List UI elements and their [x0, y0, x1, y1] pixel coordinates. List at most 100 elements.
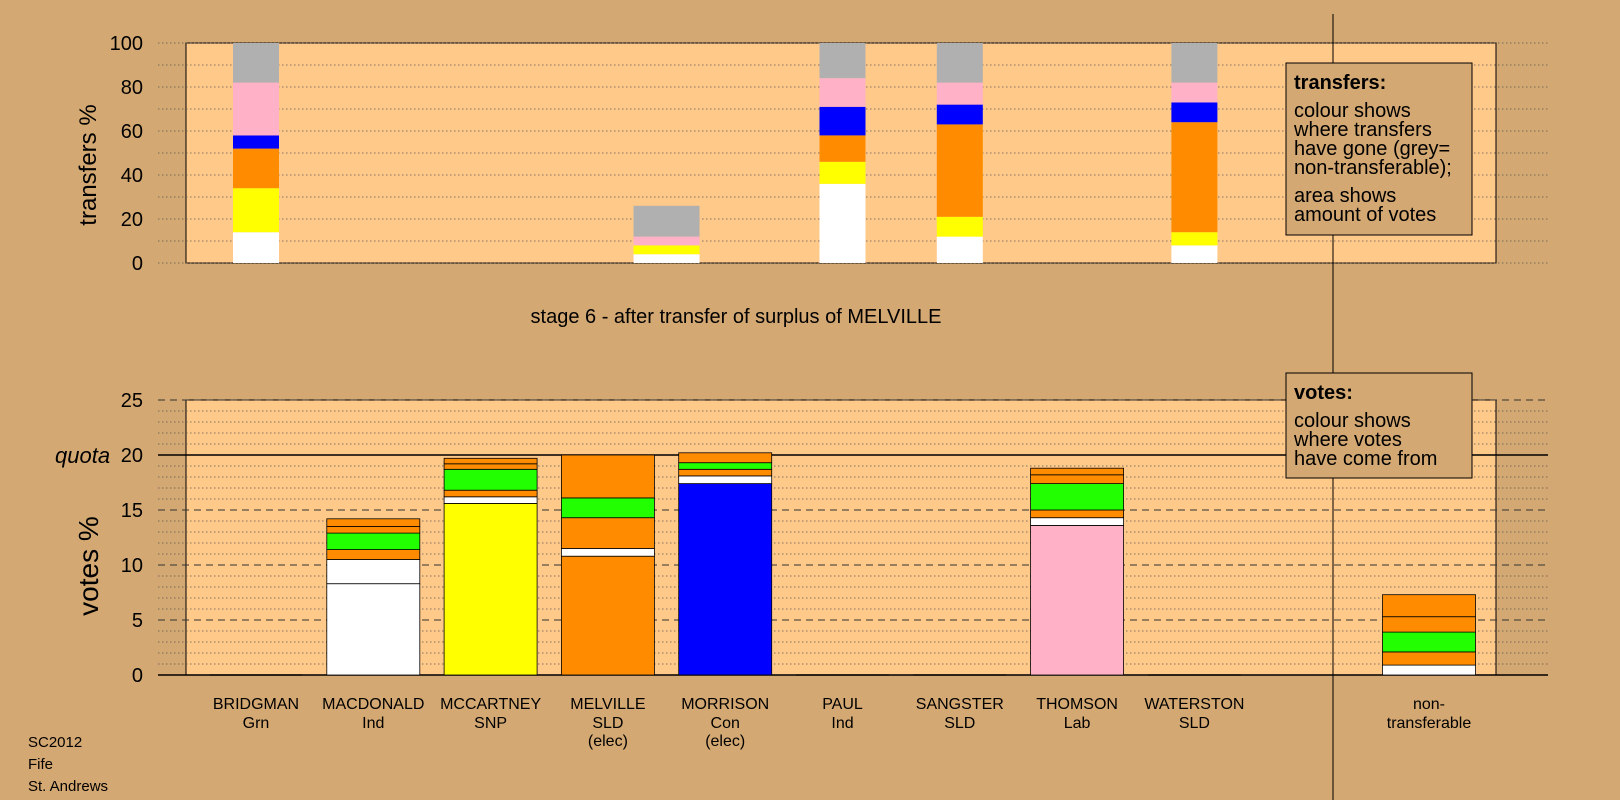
transfers-chart: 0 20 40 60 80 100 transfers %	[75, 33, 1548, 275]
votes-bar-segment	[326, 518, 421, 527]
candidate-note: (elec)	[588, 733, 628, 750]
candidate-name: MCCARTNEY	[440, 696, 541, 713]
transfers-tick-label: 40	[121, 165, 143, 187]
candidate-party: Lab	[1064, 715, 1091, 732]
transfers-bar-segment	[633, 236, 700, 246]
transfers-bar	[233, 43, 279, 263]
votes-bar-segment	[443, 496, 538, 504]
transfers-axis-label: transfers %	[75, 104, 102, 225]
votes-bar-segment	[561, 517, 655, 549]
transfers-bar-segment	[936, 43, 983, 83]
votes-bar-segment	[678, 483, 773, 676]
transfers-legend-text: amount of votes	[1294, 204, 1436, 226]
votes-bar	[326, 518, 421, 676]
candidate-party: Ind	[831, 715, 853, 732]
votes-axis-label: votes %	[73, 516, 104, 616]
transfers-bar-segment	[936, 82, 983, 105]
votes-bar-segment	[1382, 664, 1476, 676]
votes-bar-segment	[1030, 483, 1124, 511]
candidate-party: SLD	[1179, 715, 1210, 732]
candidate-name: PAUL	[822, 696, 863, 713]
transfers-bar	[1171, 43, 1218, 263]
candidate-name: THOMSON	[1036, 696, 1118, 713]
candidate-name: SANGSTER	[916, 696, 1004, 713]
votes-bar-segment	[326, 559, 421, 585]
transfers-bar-segment	[1171, 82, 1218, 103]
footer-line: Fife	[28, 756, 53, 773]
votes-bar-segment	[1382, 651, 1476, 666]
transfers-bar-segment	[819, 135, 866, 162]
candidate-name: BRIDGMAN	[213, 696, 299, 713]
candidate-name: MELVILLE	[570, 696, 645, 713]
votes-legend-text: colour shows	[1294, 410, 1411, 432]
transfers-tick-label: 80	[121, 77, 143, 99]
candidate-name: MACDONALD	[322, 696, 424, 713]
votes-tick-label: 5	[132, 610, 143, 632]
transfers-bar-segment	[233, 232, 279, 263]
votes-bar-segment	[678, 452, 773, 464]
votes-bar-segment	[1030, 517, 1124, 526]
footer-line: St. Andrews	[28, 778, 108, 795]
votes-bar-segment	[1030, 525, 1124, 676]
votes-bar-segment	[561, 497, 655, 519]
transfers-bar-segment	[936, 216, 983, 237]
transfers-tick-label: 100	[110, 33, 143, 55]
transfers-tick-label: 60	[121, 121, 143, 143]
transfers-bar-segment	[1171, 43, 1218, 83]
candidate-label: BRIDGMAN Grn	[213, 696, 299, 732]
votes-tick-label: 25	[121, 390, 143, 412]
transfers-bar-segment	[936, 124, 983, 217]
votes-bar-segment	[1382, 616, 1476, 633]
candidate-label: MCCARTNEY SNP	[440, 696, 541, 732]
candidate-name: MORRISON	[681, 696, 769, 713]
votes-legend-text: where votes	[1293, 429, 1402, 451]
candidate-label: THOMSON Lab	[1036, 696, 1118, 732]
transfers-bar-segment	[1171, 102, 1218, 123]
votes-legend-box	[1285, 372, 1473, 479]
candidate-party: Grn	[243, 715, 270, 732]
transfers-bar-segment	[233, 188, 279, 233]
votes-bar-segment	[1030, 474, 1124, 484]
votes-bar-segment	[678, 468, 773, 477]
transfers-bar-segment	[819, 43, 866, 79]
votes-bar-segment	[561, 454, 655, 499]
transfers-legend-text: non-transferable);	[1294, 157, 1452, 179]
transfers-bar-segment	[633, 254, 700, 263]
votes-bar-segment	[443, 463, 538, 470]
transfers-bar	[936, 43, 983, 263]
transfers-bar-segment	[233, 82, 279, 136]
transfers-bar-segment	[1171, 245, 1218, 263]
votes-legend-text: have come from	[1294, 448, 1437, 470]
transfers-bar-segment	[936, 236, 983, 263]
votes-legend-title: votes:	[1294, 382, 1353, 404]
transfers-bar-segment	[233, 148, 279, 189]
candidate-label: MORRISON Con(elec)	[681, 696, 769, 750]
votes-bar-segment	[443, 468, 538, 491]
candidate-label: PAUL Ind	[822, 696, 863, 732]
footer-line: SC2012	[28, 734, 82, 751]
votes-bar-segment	[678, 462, 773, 470]
votes-bar-segment	[443, 489, 538, 498]
quota-tick-label: 20	[121, 445, 143, 467]
votes-bar-segment	[326, 526, 421, 534]
votes-bar-segment	[443, 502, 538, 676]
transfers-legend-text: have gone (grey=	[1294, 138, 1450, 160]
votes-bar	[678, 452, 773, 676]
votes-bar-segment	[1382, 631, 1476, 653]
transfers-legend-box	[1285, 62, 1473, 236]
transfers-bar-segment	[819, 183, 866, 263]
votes-bar-segment	[561, 555, 655, 676]
candidate-party: transferable	[1387, 715, 1472, 732]
candidate-party: SLD	[592, 715, 623, 732]
transfers-bar-segment	[233, 43, 279, 83]
stage-label: stage 6 - after transfer of surplus of M…	[531, 306, 942, 328]
transfers-bar-segment	[1171, 232, 1218, 246]
votes-bar-segment	[1030, 467, 1124, 476]
candidate-label: MELVILLE SLD(elec)	[570, 696, 645, 750]
votes-bar-segment	[326, 549, 421, 560]
transfers-tick-label: 0	[132, 253, 143, 275]
votes-tick-label: 10	[121, 555, 143, 577]
